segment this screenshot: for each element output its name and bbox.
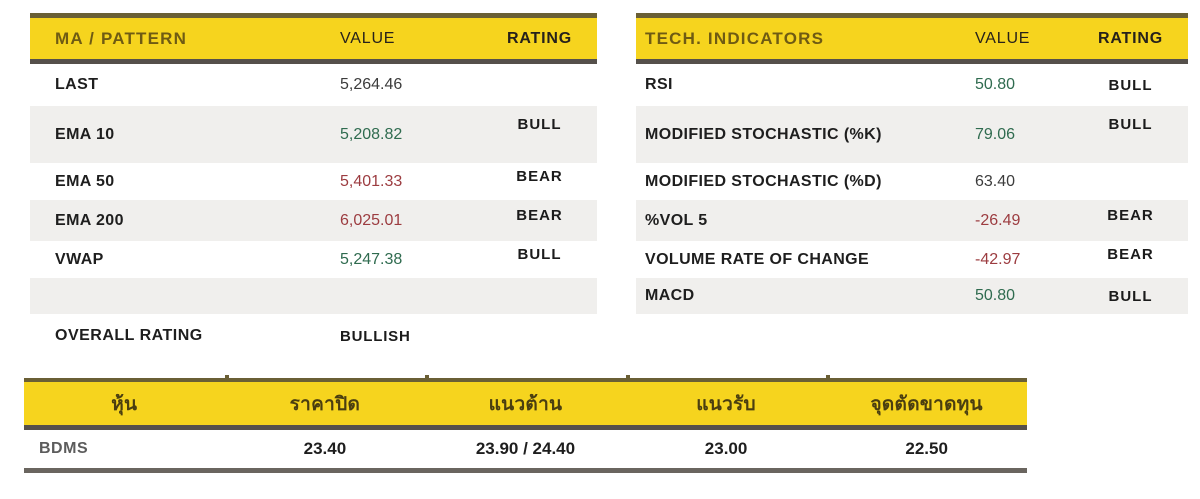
row-rating: BEAR bbox=[516, 207, 563, 224]
table-row-stoch-k: MODIFIED STOCHASTIC (%K) 79.06 BULL bbox=[636, 106, 1188, 163]
stock-table-header: หุ้น ราคาปิด แนวต้าน แนวรับ จุดตัดขาดทุน bbox=[24, 382, 1027, 425]
tech-table-header: TECH. INDICATORS VALUE RATING bbox=[636, 18, 1188, 59]
row-value: 63.40 bbox=[975, 172, 1016, 190]
overall-rating-label: OVERALL RATING bbox=[55, 327, 203, 344]
stock-row-bdms: BDMS 23.40 23.90 / 24.40 23.00 22.50 bbox=[24, 430, 1027, 468]
tech-header-name: TECH. INDICATORS bbox=[645, 28, 825, 48]
stock-header-close: ราคาปิด bbox=[289, 393, 361, 415]
stock-close: 23.40 bbox=[303, 439, 347, 458]
stock-stoploss: 22.50 bbox=[905, 439, 948, 458]
row-label: LAST bbox=[55, 76, 99, 93]
ma-header-rating: RATING bbox=[507, 29, 572, 47]
ma-table-header: MA / PATTERN VALUE RATING bbox=[30, 18, 597, 59]
row-value: 6,025.01 bbox=[340, 211, 403, 229]
table-row-ema200: EMA 200 6,025.01 BEAR bbox=[30, 200, 597, 241]
overall-rating-row: OVERALL RATING BULLISH bbox=[30, 314, 597, 358]
tech-header-rating: RATING bbox=[1098, 29, 1163, 47]
row-label: %VOL 5 bbox=[645, 211, 708, 229]
row-rating: BULL bbox=[1108, 287, 1153, 305]
row-label: EMA 10 bbox=[55, 125, 115, 143]
table-header-border bbox=[636, 59, 1188, 64]
row-rating: BULL bbox=[1108, 76, 1153, 94]
row-value: 5,401.33 bbox=[340, 172, 403, 190]
row-label: MODIFIED STOCHASTIC (%D) bbox=[645, 172, 882, 190]
row-rating: BULL bbox=[517, 116, 562, 133]
row-value: 5,264.46 bbox=[340, 76, 403, 93]
table-top-border bbox=[24, 375, 1027, 382]
table-row-last: LAST 5,264.46 bbox=[30, 64, 597, 106]
column-tick bbox=[224, 375, 229, 379]
table-row-stoch-d: MODIFIED STOCHASTIC (%D) 63.40 bbox=[636, 163, 1188, 200]
stock-symbol: BDMS bbox=[39, 440, 89, 457]
row-rating: BEAR bbox=[1107, 246, 1154, 263]
table-row-empty bbox=[30, 278, 597, 314]
ma-pattern-table: MA / PATTERN VALUE RATING LAST 5,264.46 … bbox=[30, 13, 597, 358]
row-label: VWAP bbox=[55, 250, 104, 268]
table-row-ema10: EMA 10 5,208.82 BULL bbox=[30, 106, 597, 163]
row-value: -42.97 bbox=[975, 250, 1021, 268]
row-value: -26.49 bbox=[975, 211, 1021, 229]
column-tick bbox=[826, 375, 831, 379]
stock-header-symbol: หุ้น bbox=[111, 393, 138, 415]
ma-header-name: MA / PATTERN bbox=[55, 28, 188, 48]
row-value: 50.80 bbox=[975, 76, 1016, 93]
table-row-vwap: VWAP 5,247.38 BULL bbox=[30, 241, 597, 278]
overall-rating-value: BULLISH bbox=[340, 327, 411, 345]
row-label: MODIFIED STOCHASTIC (%K) bbox=[645, 125, 882, 143]
row-rating: BEAR bbox=[1107, 207, 1154, 224]
tech-indicators-table: TECH. INDICATORS VALUE RATING RSI 50.80 … bbox=[636, 13, 1188, 314]
table-bottom-border bbox=[24, 468, 1027, 473]
ma-header-value: VALUE bbox=[340, 29, 396, 47]
row-label: RSI bbox=[645, 76, 673, 93]
table-row-vroc: VOLUME RATE OF CHANGE -42.97 BEAR bbox=[636, 241, 1188, 278]
row-rating: BULL bbox=[517, 246, 562, 263]
column-tick bbox=[425, 375, 430, 379]
row-label: MACD bbox=[645, 287, 695, 304]
column-tick bbox=[625, 375, 630, 379]
table-top-border bbox=[636, 13, 1188, 18]
stock-header-resistance: แนวต้าน bbox=[488, 393, 563, 415]
table-row-vol5: %VOL 5 -26.49 BEAR bbox=[636, 200, 1188, 241]
table-row-rsi: RSI 50.80 BULL bbox=[636, 64, 1188, 106]
table-top-border bbox=[30, 13, 597, 18]
row-label: VOLUME RATE OF CHANGE bbox=[645, 250, 870, 268]
stock-support: 23.00 bbox=[704, 439, 748, 458]
stock-summary-table: หุ้น ราคาปิด แนวต้าน แนวรับ จุดตัดขาดทุน… bbox=[24, 375, 1027, 473]
row-value: 5,208.82 bbox=[340, 125, 403, 143]
table-row-macd: MACD 50.80 BULL bbox=[636, 278, 1188, 314]
table-header-border bbox=[30, 59, 597, 64]
row-rating: BULL bbox=[1108, 116, 1153, 133]
stock-header-support: แนวรับ bbox=[696, 393, 756, 415]
row-label: EMA 200 bbox=[55, 211, 124, 229]
stock-header-stoploss: จุดตัดขาดทุน bbox=[870, 393, 983, 415]
tech-header-value: VALUE bbox=[975, 29, 1031, 47]
row-value: 50.80 bbox=[975, 287, 1016, 304]
table-row-ema50: EMA 50 5,401.33 BEAR bbox=[30, 163, 597, 200]
row-value: 5,247.38 bbox=[340, 250, 403, 268]
row-rating: BEAR bbox=[516, 168, 563, 185]
row-label: EMA 50 bbox=[55, 172, 115, 190]
table-header-border bbox=[24, 425, 1027, 430]
stock-resistance: 23.90 / 24.40 bbox=[475, 439, 576, 458]
row-value: 79.06 bbox=[975, 125, 1016, 143]
